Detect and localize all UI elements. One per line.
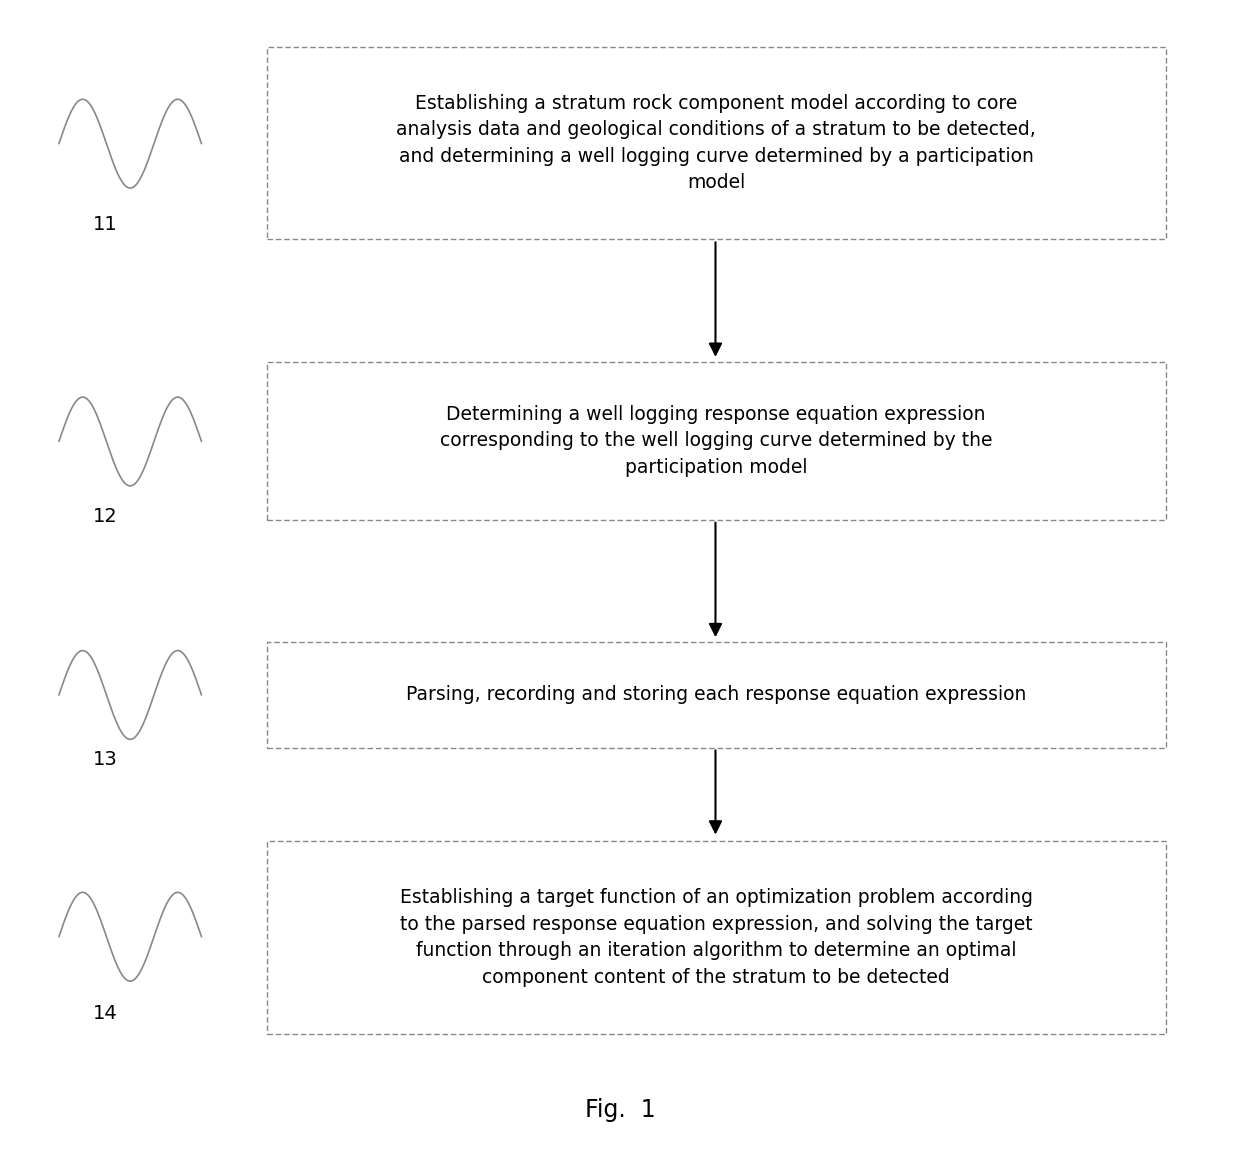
Text: 12: 12 (93, 507, 118, 527)
Text: Determining a well logging response equation expression
corresponding to the wel: Determining a well logging response equa… (440, 405, 992, 477)
Text: Establishing a target function of an optimization problem according
to the parse: Establishing a target function of an opt… (399, 888, 1033, 987)
Text: 11: 11 (93, 215, 118, 235)
Text: Fig.  1: Fig. 1 (585, 1098, 655, 1121)
FancyBboxPatch shape (267, 47, 1166, 239)
Text: Establishing a stratum rock component model according to core
analysis data and : Establishing a stratum rock component mo… (397, 93, 1035, 193)
FancyBboxPatch shape (267, 642, 1166, 748)
FancyBboxPatch shape (267, 841, 1166, 1034)
FancyBboxPatch shape (267, 362, 1166, 520)
Text: 14: 14 (93, 1003, 118, 1023)
Text: 13: 13 (93, 750, 118, 769)
Text: Parsing, recording and storing each response equation expression: Parsing, recording and storing each resp… (405, 686, 1027, 704)
